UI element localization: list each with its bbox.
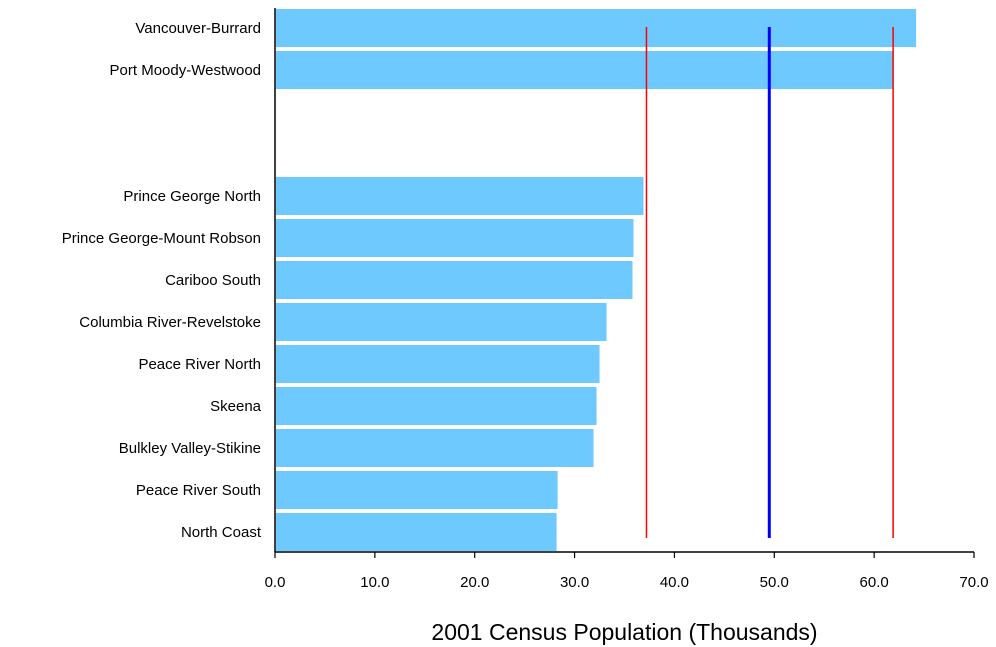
- reference-lines-group: [645, 27, 894, 538]
- x-tick-label: 40.0: [660, 574, 689, 591]
- category-labels-group: Vancouver-Burrard Port Moody-Westwood Prin…: [62, 20, 262, 541]
- category-label-port-moody-westwood: Port Moody-Westwood: [110, 62, 261, 79]
- category-label-cariboo-south: Cariboo South: [165, 272, 261, 289]
- bar-prince-george-mount-robson: [276, 219, 634, 257]
- x-tick-label: 0.0: [265, 574, 286, 591]
- x-ticks-group: 0.0 10.0 20.0 30.0 40.0 50.0 60.0 70.0: [265, 552, 989, 591]
- axes-group: [274, 8, 974, 553]
- category-label-peace-river-south: Peace River South: [136, 482, 261, 499]
- x-tick-label: 30.0: [560, 574, 589, 591]
- bar-peace-river-north: [276, 345, 600, 383]
- category-label-skeena: Skeena: [210, 398, 262, 415]
- bars-group: [276, 9, 917, 551]
- category-label-columbia-river-revelstoke: Columbia River-Revelstoke: [79, 314, 261, 331]
- category-label-bulkley-valley-stikine: Bulkley Valley-Stikine: [119, 440, 261, 457]
- bar-port-moody-westwood: [276, 51, 894, 89]
- bar-bulkley-valley-stikine: [276, 429, 594, 467]
- bar-peace-river-south: [276, 471, 558, 509]
- bar-north-coast: [276, 513, 557, 551]
- x-tick-label: 70.0: [959, 574, 988, 591]
- bar-cariboo-south: [276, 261, 633, 299]
- x-tick-label: 60.0: [860, 574, 889, 591]
- bar-prince-george-north: [276, 177, 644, 215]
- x-tick-label: 10.0: [360, 574, 389, 591]
- x-axis-title: 2001 Census Population (Thousands): [431, 619, 817, 645]
- x-tick-label: 20.0: [460, 574, 489, 591]
- x-tick-label: 50.0: [760, 574, 789, 591]
- bar-columbia-river-revelstoke: [276, 303, 607, 341]
- category-label-prince-george-north: Prince George North: [123, 188, 261, 205]
- bar-skeena: [276, 387, 597, 425]
- bar-vancouver-burrard: [276, 9, 917, 47]
- category-label-peace-river-north: Peace River North: [138, 356, 261, 373]
- category-label-prince-george-mount-robson: Prince George-Mount Robson: [62, 230, 261, 247]
- category-label-north-coast: North Coast: [181, 524, 262, 541]
- category-label-vancouver-burrard: Vancouver-Burrard: [135, 20, 261, 37]
